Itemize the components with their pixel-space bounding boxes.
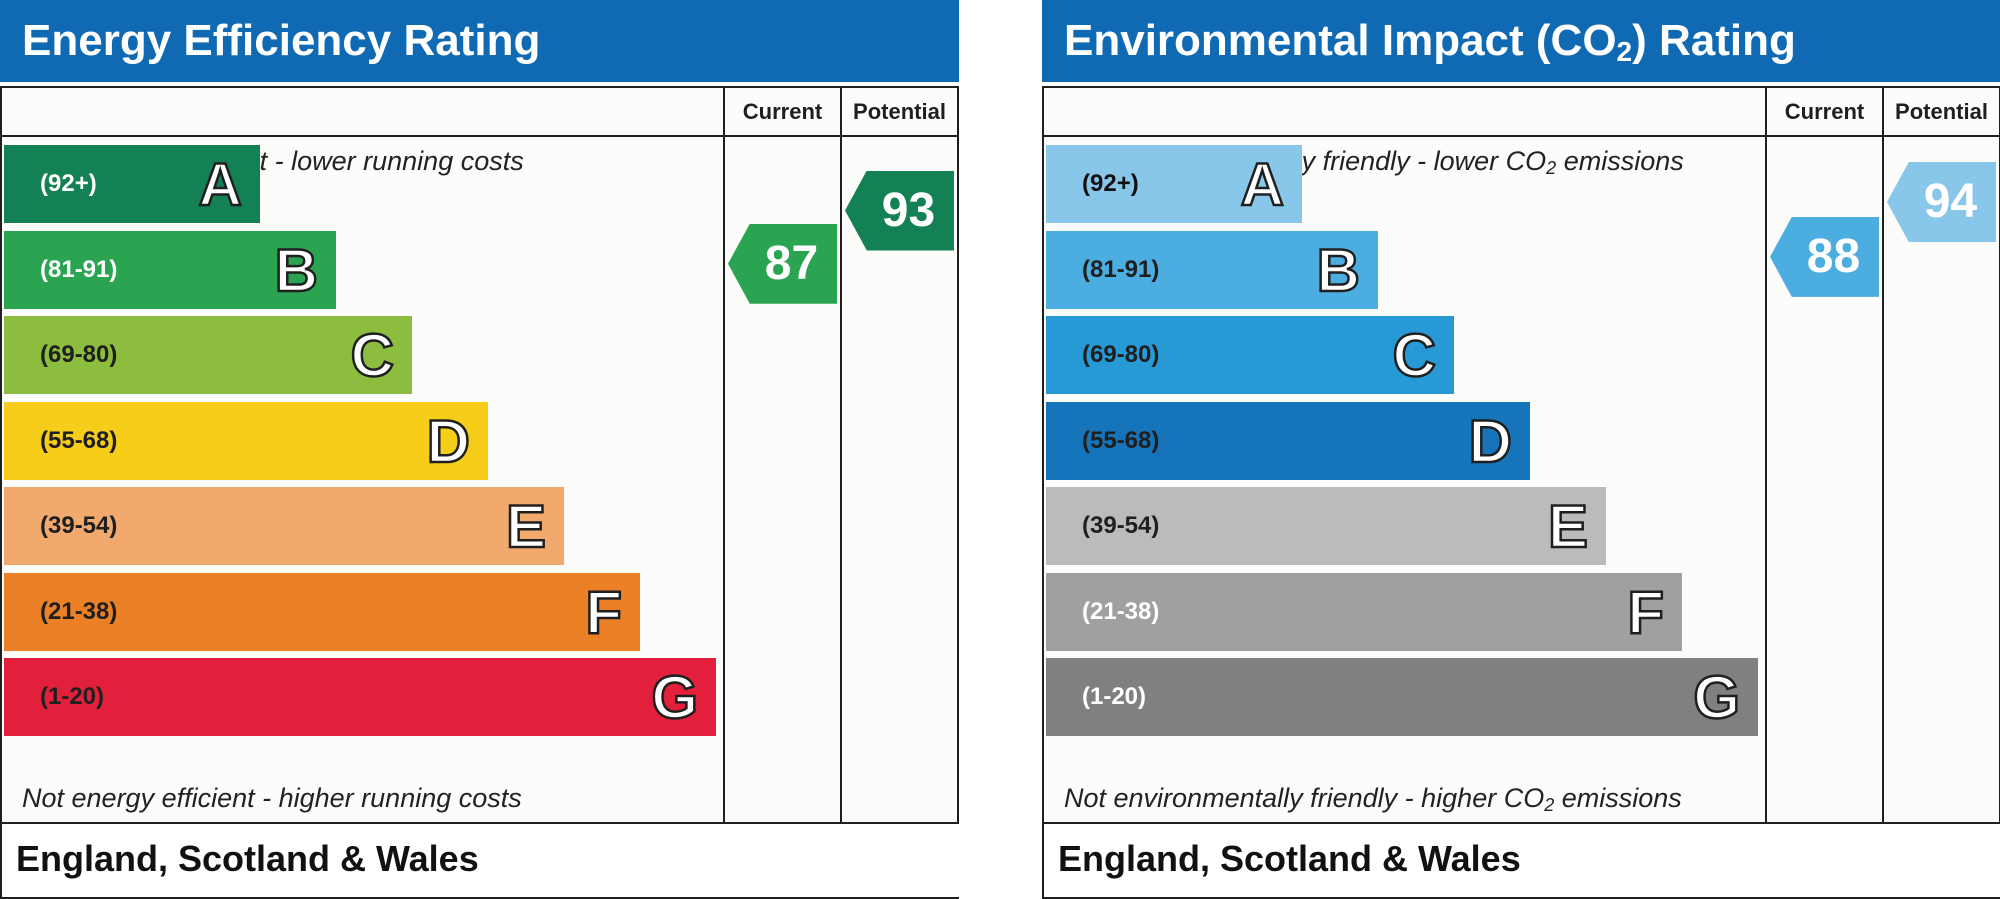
- potential-rating-arrow: 94: [1887, 162, 1996, 242]
- rating-band-a: (92+) A: [4, 145, 260, 223]
- band-range-label: (92+): [1082, 170, 1139, 197]
- energy-efficiency-chart: Energy Efficiency Rating Current Potenti…: [0, 0, 961, 899]
- current-rating-arrow: 88: [1770, 216, 1879, 297]
- band-letter: G: [1692, 663, 1741, 733]
- band-range-label: (69-80): [1082, 341, 1160, 368]
- band-range-label: (21-38): [1082, 597, 1160, 625]
- band-range-label: (21-38): [40, 597, 118, 625]
- band-letter: B: [1315, 235, 1361, 305]
- current-column-header: Current: [1784, 99, 1865, 124]
- band-range-label: (55-68): [1082, 426, 1160, 454]
- band-range-label: (81-91): [1082, 255, 1160, 283]
- chart-frame: Current Potential Very environmentally f…: [1042, 86, 2000, 824]
- caption-bottom: Not energy efficient - higher running co…: [22, 783, 522, 813]
- rating-band-e: (39-54) E: [1046, 487, 1606, 565]
- region-footer: England, Scotland & Wales: [1042, 824, 1722, 899]
- band-letter: E: [505, 492, 548, 562]
- rating-band-e: (39-54) E: [4, 487, 564, 565]
- band-letter: A: [197, 150, 243, 220]
- header-divider: [2, 135, 957, 137]
- rating-band-g: (1-20) G: [1046, 658, 1758, 736]
- band-letter: D: [1467, 406, 1513, 476]
- footer-border: [1722, 824, 2000, 899]
- rating-band-f: (21-38) F: [1046, 572, 1682, 651]
- band-letter: F: [1626, 577, 1665, 647]
- column-divider: [1882, 88, 1884, 822]
- rating-band-c: (69-80) C: [1046, 316, 1454, 394]
- header-divider: [1044, 135, 1999, 137]
- rating-band-b: (81-91) B: [1046, 230, 1378, 309]
- potential-column-header: Potential: [1895, 99, 1988, 124]
- band-range-label: (69-80): [40, 341, 118, 368]
- band-range-label: (39-54): [40, 512, 118, 539]
- band-letter: G: [650, 663, 699, 733]
- band-letter: C: [349, 321, 395, 391]
- band-letter: E: [1547, 492, 1590, 562]
- band-letter: A: [1239, 150, 1285, 220]
- band-range-label: (81-91): [40, 255, 118, 283]
- band-letter: F: [584, 577, 623, 647]
- potential-rating-arrow: 93: [845, 170, 954, 251]
- rating-band-c: (69-80) C: [4, 316, 412, 394]
- potential-column-header: Potential: [853, 99, 946, 124]
- current-column-header: Current: [742, 99, 823, 124]
- column-divider: [723, 88, 725, 822]
- band-letter: C: [1391, 321, 1437, 391]
- band-range-label: (1-20): [1082, 683, 1147, 710]
- band-range-label: (39-54): [1082, 512, 1160, 539]
- rating-band-d: (55-68) D: [1046, 401, 1530, 480]
- band-letter: D: [425, 406, 471, 476]
- rating-band-d: (55-68) D: [4, 401, 488, 480]
- current-rating-arrow: 87: [728, 223, 837, 304]
- region-footer: England, Scotland & Wales: [0, 824, 680, 899]
- caption-bottom: Not environmentally friendly - higher CO…: [1064, 783, 1682, 815]
- rating-band-g: (1-20) G: [4, 658, 716, 736]
- column-divider: [840, 88, 842, 822]
- band-range-label: (55-68): [40, 426, 118, 454]
- band-range-label: (92+): [40, 170, 97, 197]
- band-letter: B: [273, 235, 319, 305]
- rating-band-b: (81-91) B: [4, 230, 336, 309]
- chart-title: Energy Efficiency Rating: [0, 0, 959, 82]
- column-divider: [1765, 88, 1767, 822]
- environmental-impact-chart: Environmental Impact (CO2) Rating Curren…: [1042, 0, 2000, 899]
- band-range-label: (1-20): [40, 683, 105, 710]
- rating-band-a: (92+) A: [1046, 145, 1302, 223]
- chart-title: Environmental Impact (CO2) Rating: [1042, 0, 2000, 82]
- rating-band-f: (21-38) F: [4, 572, 640, 651]
- footer-border: [680, 824, 959, 899]
- chart-frame: Current Potential Very energy efficient …: [0, 86, 959, 824]
